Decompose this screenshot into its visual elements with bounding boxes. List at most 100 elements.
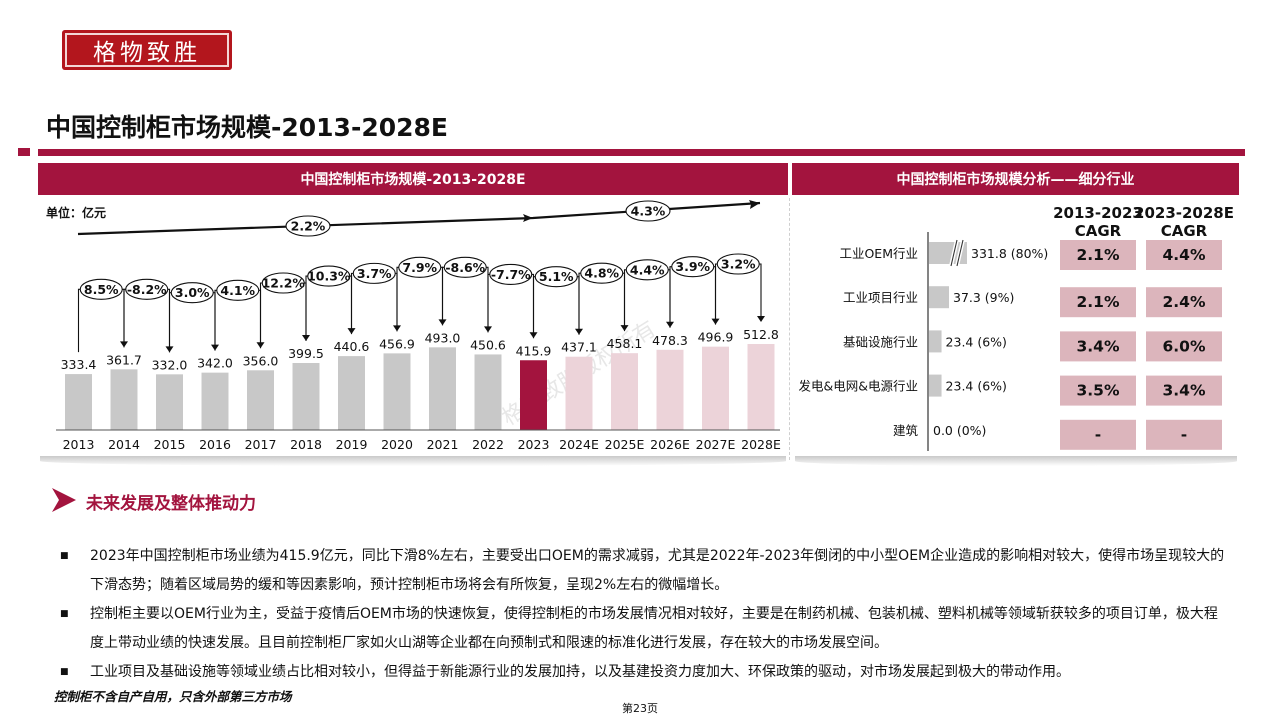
cagr-cell-2013-2023 bbox=[1060, 240, 1136, 270]
segment-label: 建筑 bbox=[893, 423, 919, 438]
cagr-arrow-head bbox=[523, 214, 533, 222]
segment-bar bbox=[929, 286, 949, 309]
segment-label: 工业项目行业 bbox=[843, 290, 918, 305]
growth-bubble-2028E bbox=[716, 253, 760, 275]
cagr-value: 6.0% bbox=[1163, 337, 1206, 355]
x-tick-2015: 2015 bbox=[154, 437, 186, 452]
growth-bubble-2027E bbox=[671, 256, 715, 278]
value-label-2022: 450.6 bbox=[470, 337, 506, 352]
value-label-2016: 342.0 bbox=[197, 356, 233, 371]
cagr-value: 2.1% bbox=[1077, 293, 1120, 311]
growth-label-2024E: 5.1% bbox=[539, 269, 574, 284]
x-tick-2013: 2013 bbox=[63, 437, 95, 452]
right-panel-title: 中国控制柜市场规模分析——细分行业 bbox=[792, 163, 1239, 195]
segment-label: 发电&电网&电源行业 bbox=[799, 379, 919, 394]
cagr-cell-2013-2023 bbox=[1060, 375, 1136, 406]
section-title: 未来发展及整体推动力 bbox=[86, 494, 256, 514]
growth-bubble-2020 bbox=[352, 262, 396, 284]
growth-bubble-2018 bbox=[261, 272, 305, 294]
growth-label-2021: 7.9% bbox=[402, 260, 437, 275]
market-size-chart: 单位：亿元 格物致胜版权所有 8.5%-8.2%3.0%4.1%12.2%10.… bbox=[46, 200, 781, 452]
cagr-header-2023-2028: 2023-2028E bbox=[1134, 204, 1234, 222]
x-tick-2016: 2016 bbox=[199, 437, 231, 452]
cagr-cell-2013-2023 bbox=[1060, 419, 1136, 450]
segment-label: 基础设施行业 bbox=[843, 334, 918, 349]
segment-label: 工业OEM行业 bbox=[839, 246, 918, 261]
bullet-icon: ■ bbox=[60, 667, 69, 677]
bullet-list: ■ 2023年中国控制柜市场业绩为415.9亿元，同比下滑8%左右，主要受出口OE… bbox=[60, 542, 1230, 687]
cagr-bubble bbox=[625, 200, 671, 222]
arrow-head bbox=[757, 316, 765, 322]
x-tick-2026E: 2026E bbox=[650, 437, 690, 452]
cagr-value: 3.4% bbox=[1163, 382, 1206, 400]
x-tick-2027E: 2027E bbox=[696, 437, 736, 452]
x-tick-2024E: 2024E bbox=[559, 437, 599, 452]
bullet-icon: ■ bbox=[60, 551, 69, 561]
segment-value-label: 331.8 (80%) bbox=[971, 246, 1048, 261]
growth-bubble-2016 bbox=[170, 282, 214, 304]
segment-bar bbox=[929, 330, 942, 353]
growth-label-2026E: 4.4% bbox=[630, 262, 665, 277]
growth-bubble-2015 bbox=[125, 278, 169, 300]
cagr-arrow-head bbox=[749, 200, 760, 209]
growth-label-2027E: 3.9% bbox=[675, 259, 710, 274]
growth-label-2025E: 4.8% bbox=[584, 266, 619, 281]
bar-2027E bbox=[702, 346, 729, 430]
cagr-value: - bbox=[1095, 426, 1101, 444]
growth-label-2017: 4.1% bbox=[220, 283, 255, 298]
cagr-cell-2023-2028 bbox=[1146, 240, 1222, 270]
bar-2013 bbox=[65, 374, 92, 430]
unit-label: 单位：亿元 bbox=[46, 205, 106, 220]
bar-2020 bbox=[383, 353, 411, 430]
value-label-2026E: 478.3 bbox=[652, 333, 688, 348]
cagr-label: 2.2% bbox=[291, 219, 326, 234]
cagr-header-2013-2023: 2013-2023 bbox=[1053, 204, 1143, 222]
value-label-2028E: 512.8 bbox=[743, 327, 779, 342]
growth-label-2014: 8.5% bbox=[84, 282, 119, 297]
x-tick-2020: 2020 bbox=[381, 437, 413, 452]
growth-bubble-2019 bbox=[307, 265, 351, 287]
segment-chart: 2013-2023 CAGR 2023-2028E CAGR 工业OEM行业 33… bbox=[799, 204, 1234, 451]
growth-label-2015: -8.2% bbox=[127, 282, 167, 297]
growth-bubble-2021 bbox=[398, 256, 442, 278]
bar-2025E bbox=[611, 353, 638, 430]
cagr-cell-2023-2028 bbox=[1146, 331, 1222, 362]
bar-2023 bbox=[520, 360, 547, 430]
value-label-2024E: 437.1 bbox=[561, 340, 597, 355]
cagr-value: 2.4% bbox=[1163, 293, 1206, 311]
growth-bubble-2017 bbox=[216, 279, 260, 301]
growth-label-2020: 3.7% bbox=[357, 266, 392, 281]
cagr-value: 3.4% bbox=[1077, 337, 1120, 355]
x-tick-2017: 2017 bbox=[245, 437, 277, 452]
value-label-2023: 415.9 bbox=[516, 343, 552, 358]
value-label-2027E: 496.9 bbox=[698, 330, 734, 345]
value-label-2013: 333.4 bbox=[61, 357, 97, 372]
panel-divider bbox=[789, 198, 790, 460]
value-label-2017: 356.0 bbox=[243, 353, 279, 368]
bar-2018 bbox=[292, 363, 320, 430]
title-rule bbox=[38, 149, 1245, 156]
x-tick-2023: 2023 bbox=[518, 437, 550, 452]
growth-bubble-2026E bbox=[625, 259, 669, 281]
x-tick-2028E: 2028E bbox=[741, 437, 781, 452]
segment-value-label: 0.0 (0%) bbox=[933, 423, 986, 438]
cagr-cell-2023-2028 bbox=[1146, 419, 1222, 450]
value-label-2014: 361.7 bbox=[106, 352, 142, 367]
value-label-2021: 493.0 bbox=[425, 330, 461, 345]
growth-label-2018: 12.2% bbox=[262, 276, 306, 291]
bar-2022 bbox=[474, 354, 502, 430]
bar-2016 bbox=[201, 372, 229, 430]
cagr-header-2013-2023-sub: CAGR bbox=[1075, 222, 1122, 240]
bar-2026E bbox=[656, 349, 684, 430]
bar-2015 bbox=[156, 374, 183, 430]
growth-bubble-2025E bbox=[580, 262, 624, 284]
cagr-value: 3.5% bbox=[1077, 382, 1120, 400]
growth-label-2023: -7.7% bbox=[491, 267, 531, 282]
page-number: 第23页 bbox=[622, 702, 658, 715]
value-label-2015: 332.0 bbox=[152, 357, 188, 372]
right-panel-shadow bbox=[795, 456, 1237, 466]
cagr-value: - bbox=[1181, 426, 1187, 444]
x-tick-2025E: 2025E bbox=[605, 437, 645, 452]
cagr-cell-2023-2028 bbox=[1146, 375, 1222, 406]
cagr-label: 4.3% bbox=[631, 204, 666, 219]
